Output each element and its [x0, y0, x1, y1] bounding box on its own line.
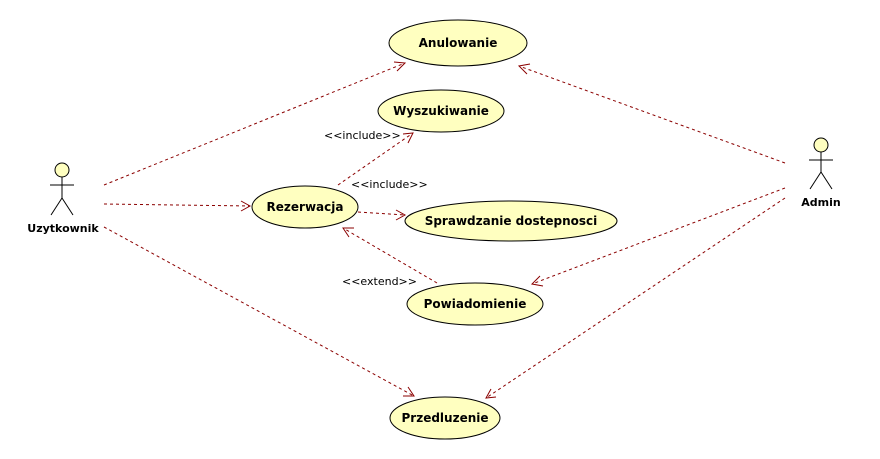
use-case-powiadomienie[interactable]: Powiadomienie [406, 282, 544, 326]
edge-rezerwacja-sprawdzanie [357, 211, 406, 216]
use-case-wyszukiwanie[interactable]: Wyszukiwanie [377, 89, 505, 133]
stereotype-include-sprawdzanie: <<include>> [351, 178, 428, 191]
connectors [103, 61, 786, 399]
edge-user-przedluzenie [103, 226, 415, 397]
actor-uzytkownik[interactable]: Uzytkownik [27, 162, 99, 235]
actor-admin-label: Admin [801, 196, 840, 209]
use-case-rezerwacja[interactable]: Rezerwacja [251, 185, 359, 229]
stick-figure-icon [50, 162, 74, 216]
actor-uzytkownik-label: Uzytkownik [27, 222, 99, 235]
use-case-sprawdzanie[interactable]: Sprawdzanie dostepnosci [404, 200, 618, 242]
actor-admin[interactable]: Admin [801, 137, 841, 209]
use-case-powiadomienie-label: Powiadomienie [424, 297, 527, 311]
use-case-przedluzenie-label: Przedluzenie [402, 411, 489, 425]
use-case-rezerwacja-label: Rezerwacja [267, 200, 344, 214]
use-case-sprawdzanie-label: Sprawdzanie dostepnosci [425, 214, 598, 228]
stereotype-extend-powiadomienie: <<extend>> [342, 275, 417, 288]
use-case-przedluzenie[interactable]: Przedluzenie [389, 396, 501, 440]
stereotype-include-wyszukiwanie: <<include>> [324, 129, 401, 142]
stick-figure-icon [809, 137, 833, 190]
use-case-wyszukiwanie-label: Wyszukiwanie [393, 104, 489, 118]
use-case-anulowanie[interactable]: Anulowanie [388, 19, 528, 67]
use-case-anulowanie-label: Anulowanie [419, 36, 498, 50]
edge-powiadomienie-rezerwacja [342, 227, 438, 284]
edge-user-anulowanie [103, 62, 406, 186]
edge-admin-anulowanie [518, 65, 786, 164]
edge-user-rezerwacja [103, 203, 251, 207]
